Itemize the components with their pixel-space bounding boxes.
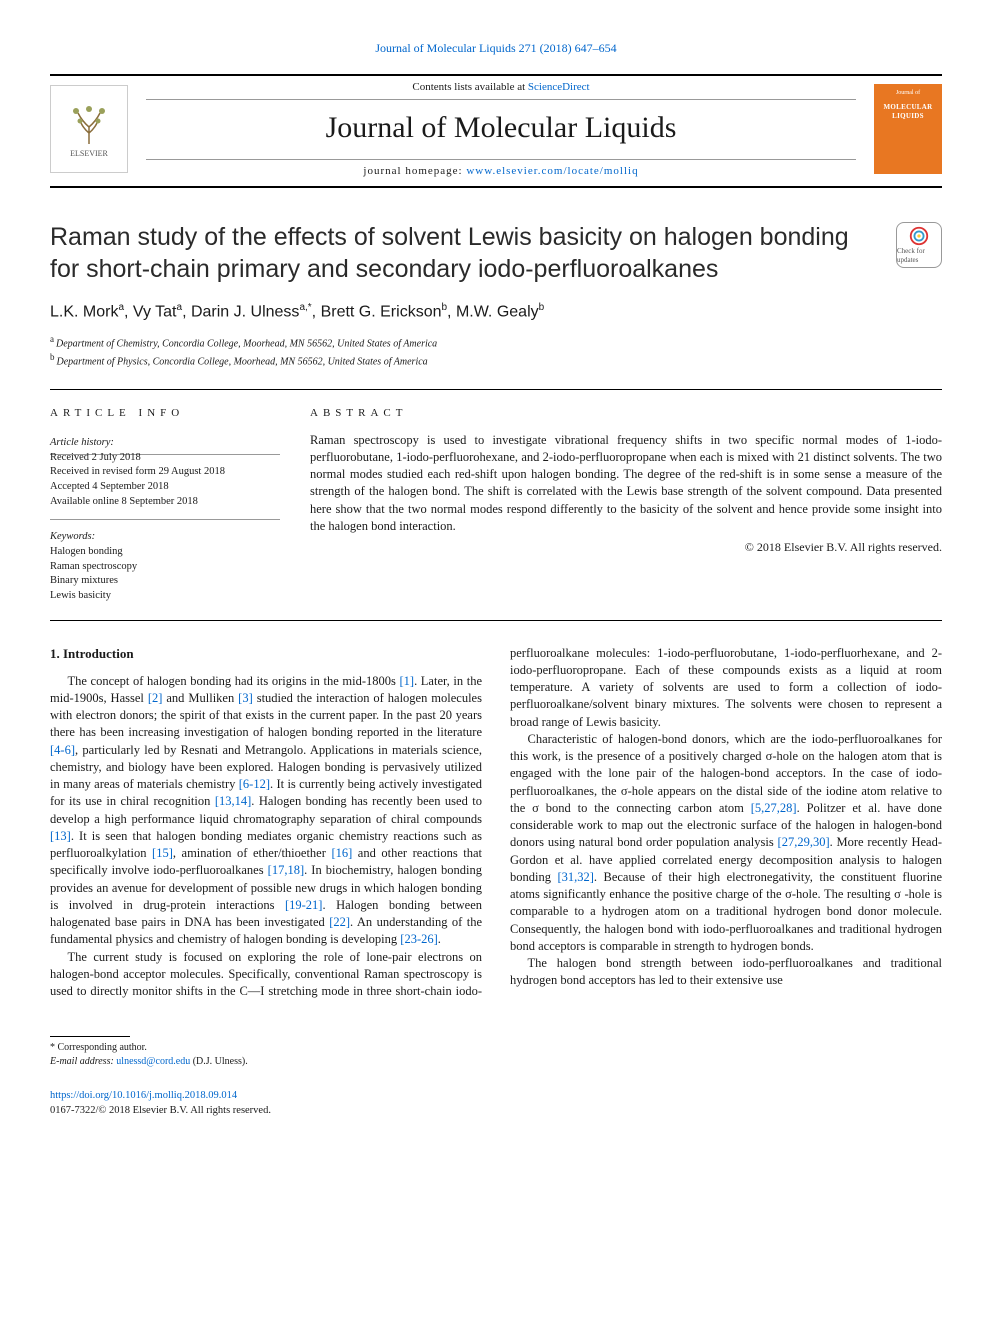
crossmark-badge[interactable]: Check for updates: [896, 222, 942, 268]
journal-name: Journal of Molecular Liquids: [146, 108, 856, 149]
keyword-item: Halogen bonding: [50, 545, 280, 560]
abstract-text: Raman spectroscopy is used to investigat…: [310, 432, 942, 536]
history-item: Received in revised form 29 August 2018: [50, 465, 280, 480]
citation-ref[interactable]: [3]: [238, 691, 253, 705]
history-label: Article history:: [50, 436, 280, 451]
journal-center-block: Contents lists available at ScienceDirec…: [146, 80, 856, 178]
corresponding-author-label: * Corresponding author.: [50, 1041, 942, 1055]
issn-copyright-line: 0167-7322/© 2018 Elsevier B.V. All right…: [50, 1105, 271, 1116]
journal-header: ELSEVIER Contents lists available at Sci…: [50, 74, 942, 188]
intro-heading: 1. Introduction: [50, 645, 482, 663]
article-info-column: ARTICLE INFO Article history: Received 2…: [50, 406, 280, 603]
abstract-label: ABSTRACT: [310, 406, 942, 421]
cover-main-text: MOLECULAR LIQUIDS: [878, 103, 938, 122]
citation-ref[interactable]: [13]: [50, 829, 71, 843]
corresponding-email-link[interactable]: ulnessd@cord.edu: [116, 1056, 190, 1067]
publisher-name: ELSEVIER: [70, 149, 108, 160]
email-label: E-mail address:: [50, 1056, 116, 1067]
body-columns: 1. Introduction The concept of halogen b…: [50, 645, 942, 1001]
citation-ref[interactable]: [27,29,30]: [778, 835, 830, 849]
cover-top-text: Journal of: [896, 90, 920, 97]
crossmark-icon: [908, 225, 930, 247]
corresponding-email-line: E-mail address: ulnessd@cord.edu (D.J. U…: [50, 1055, 942, 1069]
keyword-item: Binary mixtures: [50, 574, 280, 589]
citation-ref[interactable]: [5,27,28]: [751, 801, 797, 815]
history-item: Received 2 July 2018: [50, 451, 280, 466]
citation-ref[interactable]: [19-21]: [285, 898, 323, 912]
contents-prefix: Contents lists available at: [412, 81, 527, 93]
keyword-item: Lewis basicity: [50, 589, 280, 604]
citation-ref[interactable]: [1]: [399, 674, 414, 688]
citation-ref[interactable]: [22]: [329, 915, 350, 929]
keyword-item: Raman spectroscopy: [50, 560, 280, 575]
article-info-label: ARTICLE INFO: [50, 406, 280, 421]
corresponding-rule: [50, 1036, 130, 1037]
citation-link[interactable]: Journal of Molecular Liquids 271 (2018) …: [375, 41, 616, 55]
citation-ref[interactable]: [15]: [152, 846, 173, 860]
body-paragraph: The halogen bond strength between iodo-p…: [510, 955, 942, 990]
citation-ref[interactable]: [2]: [148, 691, 163, 705]
citation-banner: Journal of Molecular Liquids 271 (2018) …: [50, 40, 942, 56]
body-paragraph: The concept of halogen bonding had its o…: [50, 673, 482, 949]
keywords-list: Halogen bondingRaman spectroscopyBinary …: [50, 545, 280, 604]
crossmark-label: Check for updates: [897, 247, 941, 266]
email-name-suffix: (D.J. Ulness).: [193, 1056, 248, 1067]
body-paragraph: Characteristic of halogen-bond donors, w…: [510, 731, 942, 955]
publisher-logo: ELSEVIER: [50, 85, 128, 173]
citation-ref[interactable]: [6-12]: [239, 777, 270, 791]
elsevier-tree-icon: [64, 99, 114, 149]
sciencedirect-link[interactable]: ScienceDirect: [528, 81, 590, 93]
citation-ref[interactable]: [23-26]: [400, 932, 438, 946]
abstract-copyright: © 2018 Elsevier B.V. All rights reserved…: [310, 539, 942, 556]
author-list: L.K. Morka, Vy Tata, Darin J. Ulnessa,*,…: [50, 301, 942, 323]
contents-available-line: Contents lists available at ScienceDirec…: [146, 80, 856, 100]
section-divider: [50, 389, 942, 390]
article-title: Raman study of the effects of solvent Le…: [50, 222, 878, 285]
keywords-label: Keywords:: [50, 530, 280, 545]
affiliation-item: bDepartment of Physics, Concordia Colleg…: [50, 351, 942, 369]
history-item: Available online 8 September 2018: [50, 495, 280, 510]
journal-homepage-line: journal homepage: www.elsevier.com/locat…: [146, 159, 856, 179]
history-list: Received 2 July 2018Received in revised …: [50, 451, 280, 510]
citation-ref[interactable]: [31,32]: [557, 870, 593, 884]
journal-homepage-link[interactable]: www.elsevier.com/locate/molliq: [466, 165, 638, 177]
affiliation-list: aDepartment of Chemistry, Concordia Coll…: [50, 333, 942, 370]
abstract-column: ABSTRACT Raman spectroscopy is used to i…: [310, 406, 942, 603]
citation-ref[interactable]: [4-6]: [50, 743, 75, 757]
doi-link[interactable]: https://doi.org/10.1016/j.molliq.2018.09…: [50, 1090, 237, 1101]
citation-ref[interactable]: [16]: [331, 846, 352, 860]
affiliation-item: aDepartment of Chemistry, Concordia Coll…: [50, 333, 942, 351]
page-footer: * Corresponding author. E-mail address: …: [50, 1036, 942, 1118]
citation-ref[interactable]: [13,14]: [215, 794, 251, 808]
journal-cover-thumb: Journal of MOLECULAR LIQUIDS: [874, 84, 942, 174]
citation-ref[interactable]: [17,18]: [268, 863, 304, 877]
homepage-prefix: journal homepage:: [363, 165, 466, 177]
history-item: Accepted 4 September 2018: [50, 480, 280, 495]
